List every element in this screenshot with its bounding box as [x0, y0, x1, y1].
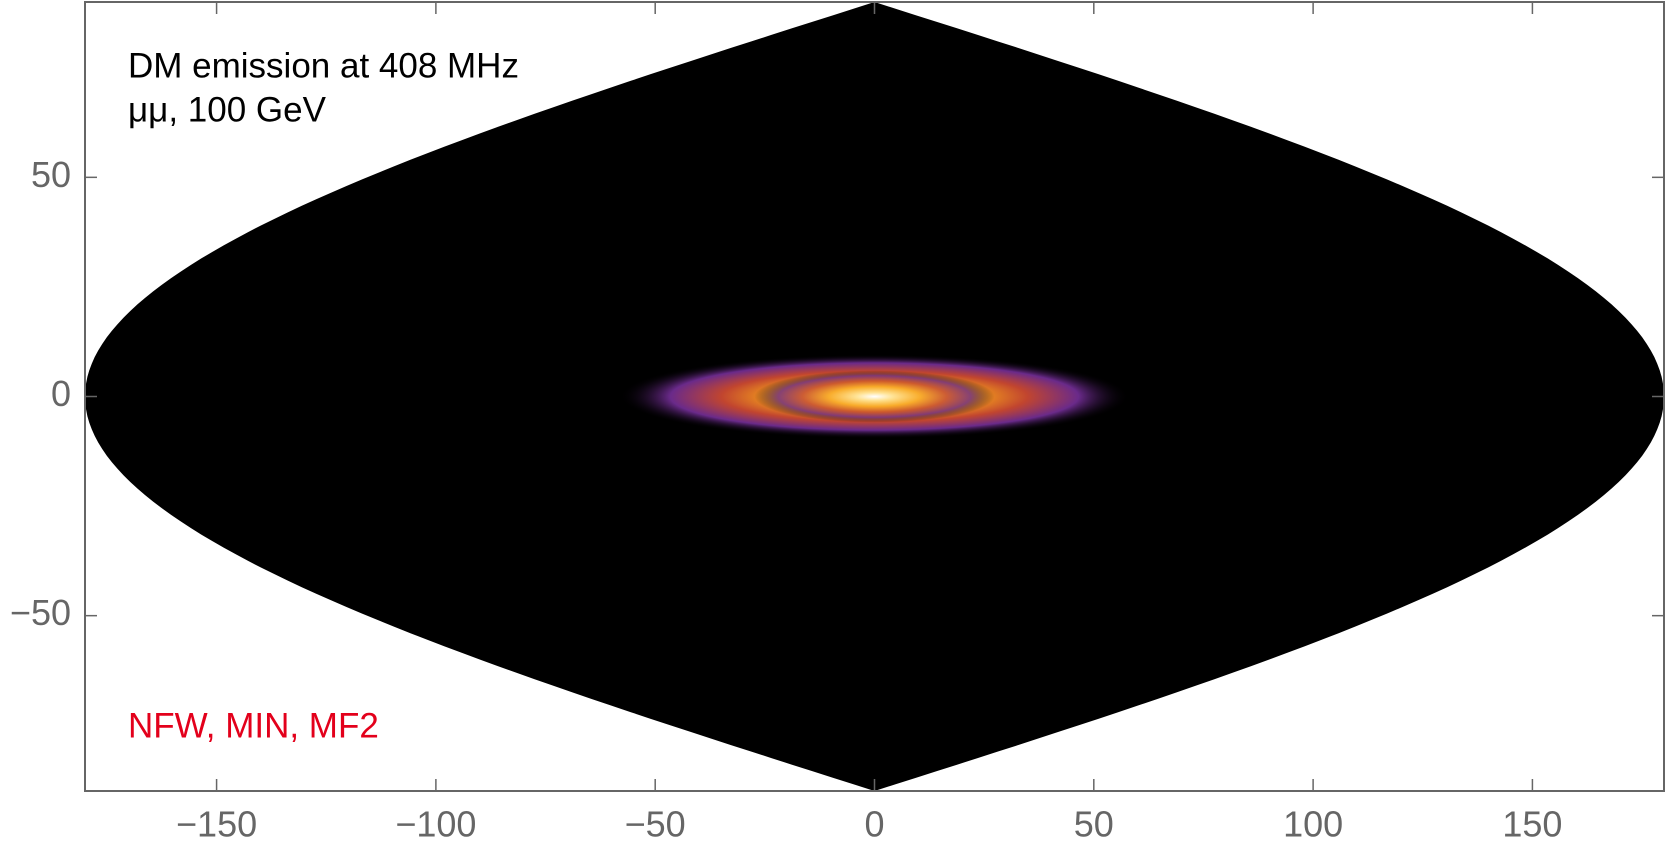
- x-tick-label: 0: [864, 804, 884, 845]
- sky-layer: [85, 2, 1664, 791]
- x-tick-label: −50: [625, 804, 686, 845]
- y-tick-label: 50: [31, 154, 71, 195]
- y-tick-label: −50: [10, 592, 71, 633]
- annotation: NFW, MIN, MF2: [128, 706, 379, 745]
- annotation: μμ, 100 GeV: [128, 90, 327, 129]
- x-tick-label: 50: [1074, 804, 1114, 845]
- x-tick-label: −100: [395, 804, 476, 845]
- x-tick-label: 100: [1283, 804, 1343, 845]
- x-tick-label: 150: [1502, 804, 1562, 845]
- y-tick-label: 0: [51, 373, 71, 414]
- annotation: DM emission at 408 MHz: [128, 46, 519, 85]
- emission-core: [754, 370, 995, 423]
- x-tick-label: −150: [176, 804, 257, 845]
- frame-layer: −150 −100 −50 0 50 100 150 −50 0 50 DM emission at…: [10, 1, 1665, 845]
